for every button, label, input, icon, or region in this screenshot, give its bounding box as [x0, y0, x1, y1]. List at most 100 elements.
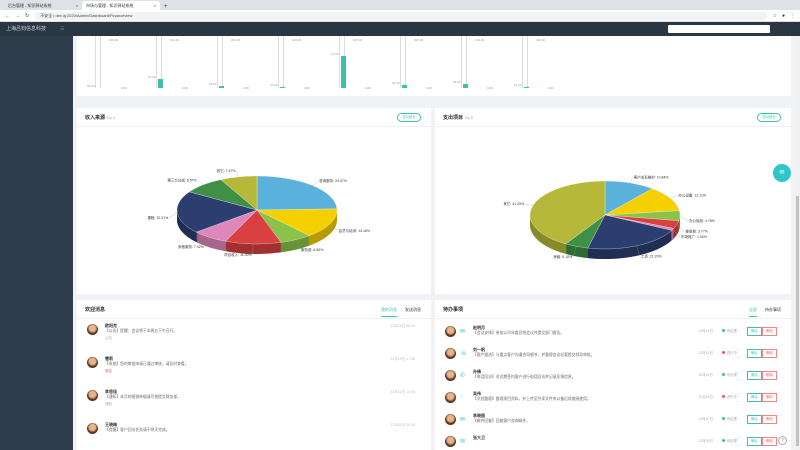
profile-icon[interactable]: ● [781, 12, 785, 19]
pie-label-line [573, 246, 577, 257]
expense-period-button[interactable]: 当月统计 [757, 113, 781, 122]
tab-todo[interactable]: 待办事项 [765, 307, 781, 312]
new-tab-icon[interactable]: + [164, 4, 168, 10]
confirm-button[interactable]: 确认 [747, 371, 762, 380]
pie-label-line [169, 212, 178, 218]
pie-label: 会员与培训: 14.16% [339, 228, 370, 233]
confirm-button[interactable]: 确认 [747, 327, 762, 336]
tab-my-messages[interactable]: 我的消息 [381, 307, 397, 317]
delete-button[interactable]: 删除 [762, 349, 777, 358]
expense-title: 支出项目 [443, 115, 464, 121]
delete-button[interactable]: 删除 [762, 393, 777, 402]
task-item[interactable]: ✉ 李晓丽 【邮件回复】回复客户咨询邮件。 12月10日 待处理 确认 删除 [445, 412, 781, 434]
delete-button[interactable]: 删除 [762, 371, 777, 380]
income-period-button[interactable]: 当月统计 [397, 113, 421, 122]
pie-label: 咨询服务: 24.47% [319, 178, 347, 183]
browser-tab-active[interactable]: 市场与管理 - 知识驿站系统 × [82, 1, 160, 10]
pie-label: 课程: 20.21% [147, 215, 168, 220]
mail-fab-button[interactable]: ✉ [773, 164, 791, 182]
message-item[interactable]: 欧阳克 【公告】提醒：会议将于本周五下午召开。 公告 12月14日 09:20 [87, 322, 421, 344]
message-item[interactable]: 王晓梅 【提醒】客户回访任务请于明天完成。 12月11日 10:30 [87, 421, 421, 443]
mini-bar [402, 85, 407, 88]
avatar [445, 392, 456, 403]
delete-button[interactable]: 删除 [762, 415, 777, 424]
url-input[interactable]: 不安全 | dev.dj:2020/Admin/Dashboard/Financ… [34, 11, 768, 20]
menu-toggle-icon[interactable]: ☰ [60, 26, 65, 32]
task-type-icon: ✉ [460, 417, 466, 423]
reload-icon[interactable]: ↻ [25, 12, 30, 19]
pie-slice[interactable] [256, 175, 338, 211]
pie-label-line [629, 177, 633, 184]
mini-bar-chart: 100.00 22.00 0.00 [148, 36, 188, 90]
pie-label: 其它: 41.20% [503, 201, 524, 206]
help-icon[interactable]: ? [778, 436, 787, 445]
pie-label: 办公用品: 4.78% [689, 218, 715, 223]
pie-label-line [636, 245, 641, 257]
pie-label: 工资: 21.20% [641, 253, 662, 258]
task-item[interactable]: ◌ 吴伟 【文档整理】整理项目资料，并上传至共享文件夹以备后续查阅使用。 12月… [445, 390, 781, 412]
mini-bar [219, 85, 224, 88]
confirm-button[interactable]: 确认 [747, 349, 762, 358]
app-header: 上海吕钧信息科技 ☰ [0, 22, 800, 36]
tab-all[interactable]: 全部 [749, 307, 757, 317]
delete-button[interactable]: 删除 [762, 437, 777, 446]
pie-label: 办公设备: 12.11% [678, 192, 706, 197]
avatar [445, 436, 456, 447]
task-item[interactable]: ☏ 刘一帆 【客户跟进】与重点客户沟通合同细节，并整理会议纪要提交领导审批。 1… [445, 346, 781, 368]
confirm-button[interactable]: 确认 [747, 437, 762, 446]
pie-slice[interactable] [176, 191, 258, 233]
tab-sent-messages[interactable]: 发送消息 [405, 307, 421, 312]
more-icon[interactable]: ⋮ [790, 12, 795, 19]
mini-bar [158, 79, 163, 88]
expense-pie-chart: 客户关系维护: 10.84% 办公设备: 12.11% 办公用品: 4.78% 差旅费… [503, 174, 715, 259]
pie-label: 项目收入: 11.30% [224, 252, 252, 257]
back-icon[interactable]: ← [5, 12, 10, 19]
scrollbar-thumb[interactable] [796, 196, 799, 446]
task-item[interactable]: ✉ 张大卫 12月09日 待处理 确认 删除 [445, 434, 781, 450]
pie-label: 第三方分成: 8.57% [167, 177, 196, 182]
sidebar [0, 36, 73, 450]
pie-label-line [204, 237, 210, 248]
expense-card: 支出项目 Top 8 当月统计 客户关系维护: 10.84% 办公设备: 12.1… [435, 108, 791, 294]
task-item[interactable]: ✆ 孙倩 【电话回访】对近期签约客户进行电话回访并记录反馈信息。 12月12日 … [445, 368, 781, 390]
status-dot [721, 417, 725, 420]
mini-bar-chart: 200.00 65.00 0.00 [87, 36, 127, 90]
close-icon[interactable]: × [75, 3, 78, 8]
income-title: 收入来源 [85, 115, 106, 121]
browser-tabs: 后台管理 - 知识驿站系统 × 市场与管理 - 知识驿站系统 × + [0, 0, 800, 10]
confirm-button[interactable]: 确认 [747, 415, 762, 424]
pie-slice[interactable] [587, 214, 673, 250]
pie-label-line [679, 215, 689, 221]
delete-button[interactable]: 删除 [762, 327, 777, 336]
search-input[interactable] [668, 25, 770, 33]
forward-icon[interactable]: → [15, 12, 20, 19]
avatar [445, 414, 456, 425]
message-item[interactable]: 李思佳 【通知】本月的报销单据请尽快提交财务部。 通知 12月12日 14:05 [87, 388, 421, 410]
scrollbar[interactable] [795, 36, 800, 450]
task-type-icon: ✆ [460, 373, 466, 379]
income-pie-chart: 咨询服务: 24.47% 会员与培训: 14.16% 服务费: 6.50% 项目收入:… [147, 168, 370, 257]
close-icon[interactable]: × [153, 3, 156, 8]
mini-bar-chart: 200.00 25.00 0.00 [209, 36, 249, 90]
mini-bar [280, 86, 285, 88]
browser-tab[interactable]: 后台管理 - 知识驿站系统 × [8, 3, 78, 8]
avatar [87, 423, 98, 434]
pie-slice[interactable] [529, 180, 606, 245]
avatar [87, 390, 98, 401]
pie-label-line [197, 180, 204, 185]
mini-bar [341, 55, 346, 88]
task-type-icon: ☏ [460, 351, 468, 357]
avatar [445, 326, 456, 337]
task-item[interactable]: ✉ 赵明月 【会议安排】参加公司年度总结会议并提交部门报告。 12月14日 待处… [445, 324, 781, 346]
status-dot [721, 329, 725, 332]
pie-label: 市场推广: 1.00% [681, 234, 707, 239]
pie-label-line [312, 181, 319, 186]
status-dot [721, 351, 725, 354]
avatar [445, 370, 456, 381]
mini-bar-chart: 100.00 72.00 0.00 [331, 36, 371, 90]
confirm-button[interactable]: 确认 [747, 393, 762, 402]
message-item[interactable]: 雪莉 【系统】您的审批申请已通过审核，请及时查看。 紧急 12月13日 17:0… [87, 355, 421, 377]
pie-label-line [295, 239, 301, 250]
pie-label-line [330, 223, 338, 232]
star-icon[interactable]: ☆ [772, 12, 777, 19]
